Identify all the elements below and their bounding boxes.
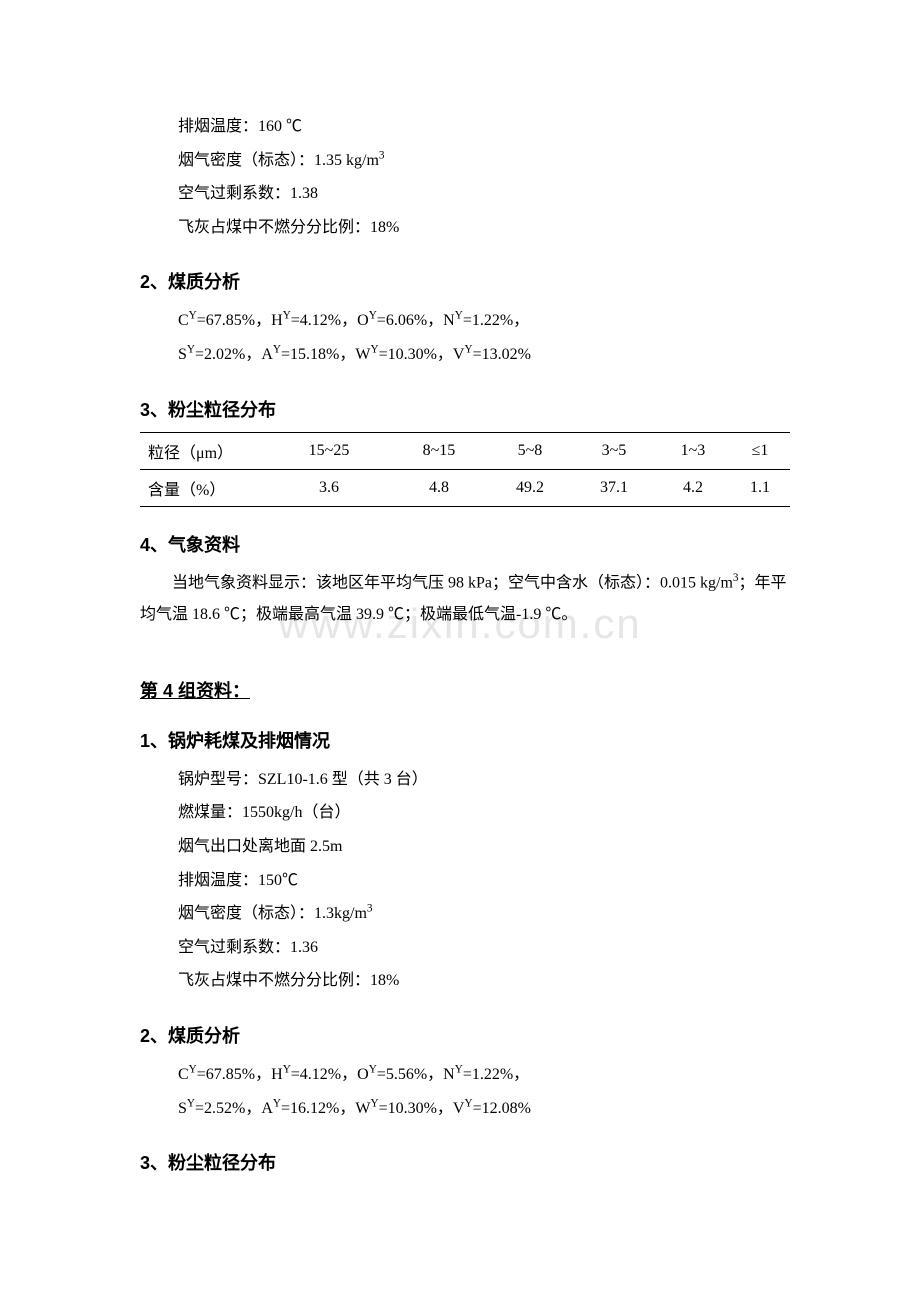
boiler-spec-block: 锅炉型号：SZL10-1.6 型（共 3 台） 燃煤量：1550kg/h（台） … <box>178 763 790 998</box>
weather-paragraph: 当地气象资料显示：该地区年平均气压 98 kPa；空气中含水（标态）：0.015… <box>140 567 790 631</box>
spec-line: 烟气密度（标态）：1.35 kg/m3 <box>178 144 790 178</box>
spec-line: 燃煤量：1550kg/h（台） <box>178 796 790 830</box>
table-header-cell: ≤1 <box>730 432 790 469</box>
coal-line: SY=2.52%，AY=16.12%，WY=10.30%，VY=12.08% <box>178 1092 790 1126</box>
g4-section-3-heading: 3、粉尘粒径分布 <box>140 1149 790 1175</box>
group-4-heading: 第 4 组资料： <box>140 677 790 703</box>
coal-line: CY=67.85%，HY=4.12%，OY=5.56%，NY=1.22%， <box>178 1058 790 1092</box>
document-content: 排烟温度：160 ℃ 烟气密度（标态）：1.35 kg/m3 空气过剩系数：1.… <box>140 110 790 1175</box>
particle-table: 粒径（μm） 15~25 8~15 5~8 3~5 1~3 ≤1 含量（%） 3… <box>140 432 790 507</box>
spec-line: 排烟温度：160 ℃ <box>178 110 790 144</box>
table-header-cell: 粒径（μm） <box>140 432 268 469</box>
spec-line: 烟气出口处离地面 2.5m <box>178 830 790 864</box>
table-cell: 4.8 <box>390 469 488 506</box>
coal-line: SY=2.02%，AY=15.18%，WY=10.30%，VY=13.02% <box>178 338 790 372</box>
g4-section-1-heading: 1、锅炉耗煤及排烟情况 <box>140 727 790 753</box>
table-header-cell: 15~25 <box>268 432 390 469</box>
table-cell: 1.1 <box>730 469 790 506</box>
coal-line: CY=67.85%，HY=4.12%，OY=6.06%，NY=1.22%， <box>178 304 790 338</box>
table-cell: 4.2 <box>656 469 730 506</box>
table-header-row: 粒径（μm） 15~25 8~15 5~8 3~5 1~3 ≤1 <box>140 432 790 469</box>
table-header-cell: 8~15 <box>390 432 488 469</box>
table-header-cell: 1~3 <box>656 432 730 469</box>
section-3-heading: 3、粉尘粒径分布 <box>140 396 790 422</box>
spec-line: 空气过剩系数：1.36 <box>178 931 790 965</box>
top-spec-block: 排烟温度：160 ℃ 烟气密度（标态）：1.35 kg/m3 空气过剩系数：1.… <box>178 110 790 244</box>
table-cell: 49.2 <box>488 469 572 506</box>
spec-line: 飞灰占煤中不燃分分比例：18% <box>178 964 790 998</box>
spec-line: 锅炉型号：SZL10-1.6 型（共 3 台） <box>178 763 790 797</box>
table-header-cell: 5~8 <box>488 432 572 469</box>
section-4-heading: 4、气象资料 <box>140 531 790 557</box>
spec-line: 飞灰占煤中不燃分分比例：18% <box>178 211 790 245</box>
table-header-cell: 3~5 <box>572 432 656 469</box>
table-cell: 3.6 <box>268 469 390 506</box>
table-cell: 37.1 <box>572 469 656 506</box>
coal-analysis-block-2: CY=67.85%，HY=4.12%，OY=5.56%，NY=1.22%， SY… <box>178 1058 790 1125</box>
spec-line: 烟气密度（标态）：1.3kg/m3 <box>178 897 790 931</box>
section-2-heading: 2、煤质分析 <box>140 268 790 294</box>
spec-line: 空气过剩系数：1.38 <box>178 177 790 211</box>
table-row: 含量（%） 3.6 4.8 49.2 37.1 4.2 1.1 <box>140 469 790 506</box>
g4-section-2-heading: 2、煤质分析 <box>140 1022 790 1048</box>
table-cell: 含量（%） <box>140 469 268 506</box>
spec-line: 排烟温度：150℃ <box>178 864 790 898</box>
coal-analysis-block: CY=67.85%，HY=4.12%，OY=6.06%，NY=1.22%， SY… <box>178 304 790 371</box>
